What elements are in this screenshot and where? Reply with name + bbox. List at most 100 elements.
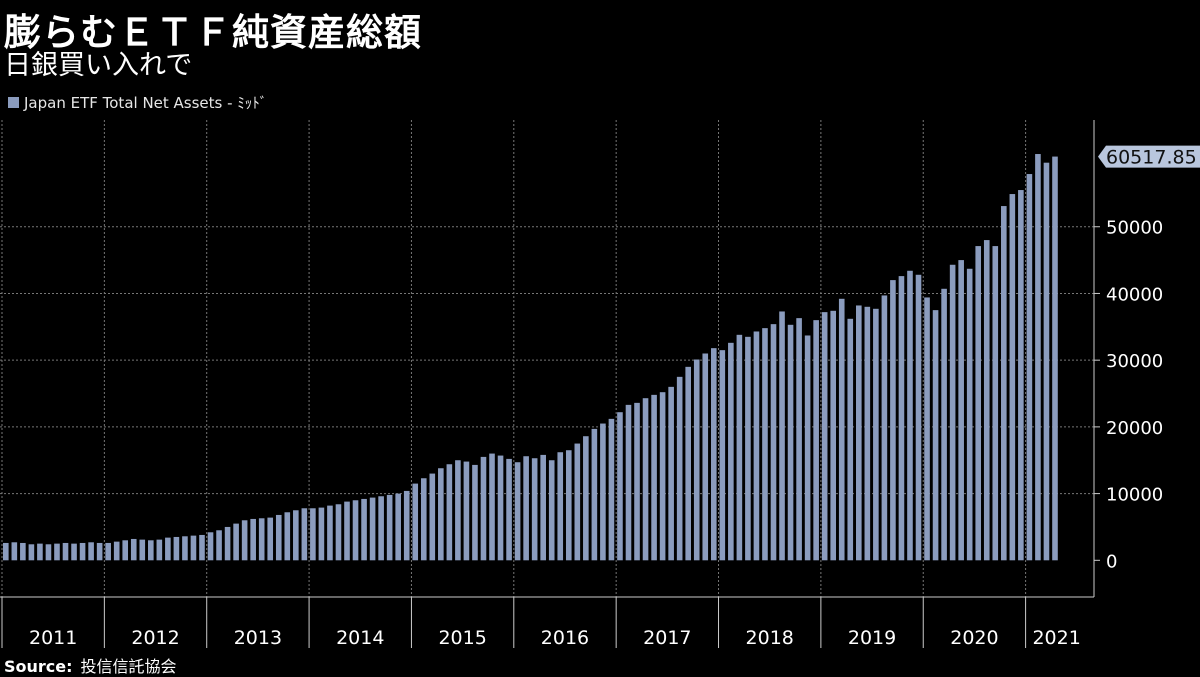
bar — [412, 483, 419, 561]
bar — [1009, 194, 1016, 561]
y-tick-label: 40000 — [1106, 284, 1163, 305]
bar — [361, 498, 367, 561]
bar — [600, 423, 606, 561]
bar — [762, 328, 768, 561]
source-label: Source: — [4, 657, 73, 676]
x-tick-label: 2021 — [1032, 627, 1080, 649]
chart-title: 膨らむＥＴＦ純資産総額 — [4, 11, 422, 54]
x-tick-label: 2017 — [643, 627, 691, 649]
bar — [915, 274, 922, 561]
axes: 0 10000 20000 30000 40000 50000 2011 2012 2013 20… — [0, 120, 1200, 649]
bar — [830, 310, 837, 561]
bar — [11, 542, 18, 561]
bar — [455, 460, 461, 561]
bar — [190, 535, 197, 561]
bar — [352, 500, 359, 561]
last-value-label: 60517.85 — [1106, 147, 1197, 169]
bar — [975, 246, 982, 561]
bar — [966, 268, 973, 561]
bar — [386, 494, 393, 561]
bar — [608, 418, 615, 561]
bar — [548, 460, 555, 561]
bar — [429, 473, 436, 561]
bar — [685, 366, 691, 561]
bar — [438, 468, 444, 561]
bar — [856, 305, 862, 561]
y-tick-label: 10000 — [1106, 485, 1163, 506]
bar — [54, 543, 60, 561]
bar — [173, 536, 180, 561]
bar — [88, 542, 94, 561]
bar — [881, 295, 888, 561]
y-tick-label: 0 — [1106, 551, 1117, 572]
source-text: 投信信託協会 — [80, 657, 177, 676]
bar — [284, 512, 291, 561]
bar — [216, 530, 222, 561]
bar — [497, 455, 504, 561]
bar — [565, 450, 572, 561]
bar — [489, 453, 495, 561]
bar — [753, 331, 760, 561]
bar — [1043, 162, 1050, 561]
y-tick-label: 20000 — [1106, 418, 1163, 439]
bar — [472, 464, 478, 561]
bar — [148, 540, 154, 561]
bar — [710, 348, 717, 561]
bar — [79, 542, 86, 561]
bar — [924, 297, 930, 561]
grid-lines — [0, 120, 1094, 597]
bar — [676, 376, 683, 561]
bar — [207, 532, 214, 561]
bar — [796, 318, 802, 561]
last-value-tag — [1098, 145, 1200, 168]
bar — [659, 392, 666, 561]
bar — [62, 542, 69, 561]
bars — [3, 154, 1058, 561]
legend: Japan ETF Total Net Assets - ﾐｯﾄﾞ — [8, 92, 267, 113]
bar — [156, 539, 163, 561]
bar — [301, 508, 308, 561]
x-tick-label: 2015 — [438, 627, 486, 649]
bar — [224, 526, 231, 561]
bar — [403, 490, 410, 561]
bar — [651, 394, 657, 561]
bar — [983, 240, 990, 561]
x-tick-label: 2016 — [541, 627, 589, 649]
bar — [463, 461, 470, 561]
bar — [736, 334, 743, 561]
x-tick-label: 2012 — [131, 627, 179, 649]
x-tick-label: 2011 — [29, 627, 77, 649]
last-value-marker: 60517.85 — [1098, 145, 1200, 169]
bar — [770, 324, 777, 561]
bar — [250, 518, 256, 561]
x-tick-label: 2019 — [848, 627, 896, 649]
bar — [344, 501, 350, 561]
bar — [335, 504, 342, 561]
bar — [3, 542, 9, 561]
bar — [941, 288, 947, 561]
bar — [932, 310, 939, 561]
bar — [719, 350, 726, 561]
bar — [617, 412, 623, 561]
bar — [540, 454, 546, 561]
bar — [693, 359, 700, 561]
bar — [591, 428, 598, 561]
bar — [890, 280, 896, 561]
bar — [37, 543, 43, 561]
bar — [1052, 156, 1058, 561]
bar — [258, 518, 265, 561]
bar — [293, 510, 299, 561]
bar — [958, 260, 964, 561]
bar — [182, 536, 188, 561]
bar — [804, 335, 811, 561]
bar — [139, 539, 146, 561]
bar — [480, 456, 487, 561]
bar — [864, 306, 871, 561]
bar — [847, 318, 854, 561]
bar — [625, 404, 632, 561]
bar — [113, 541, 120, 561]
bar — [779, 311, 785, 561]
bar — [1035, 154, 1041, 561]
bar — [420, 478, 427, 561]
bar — [838, 298, 845, 561]
